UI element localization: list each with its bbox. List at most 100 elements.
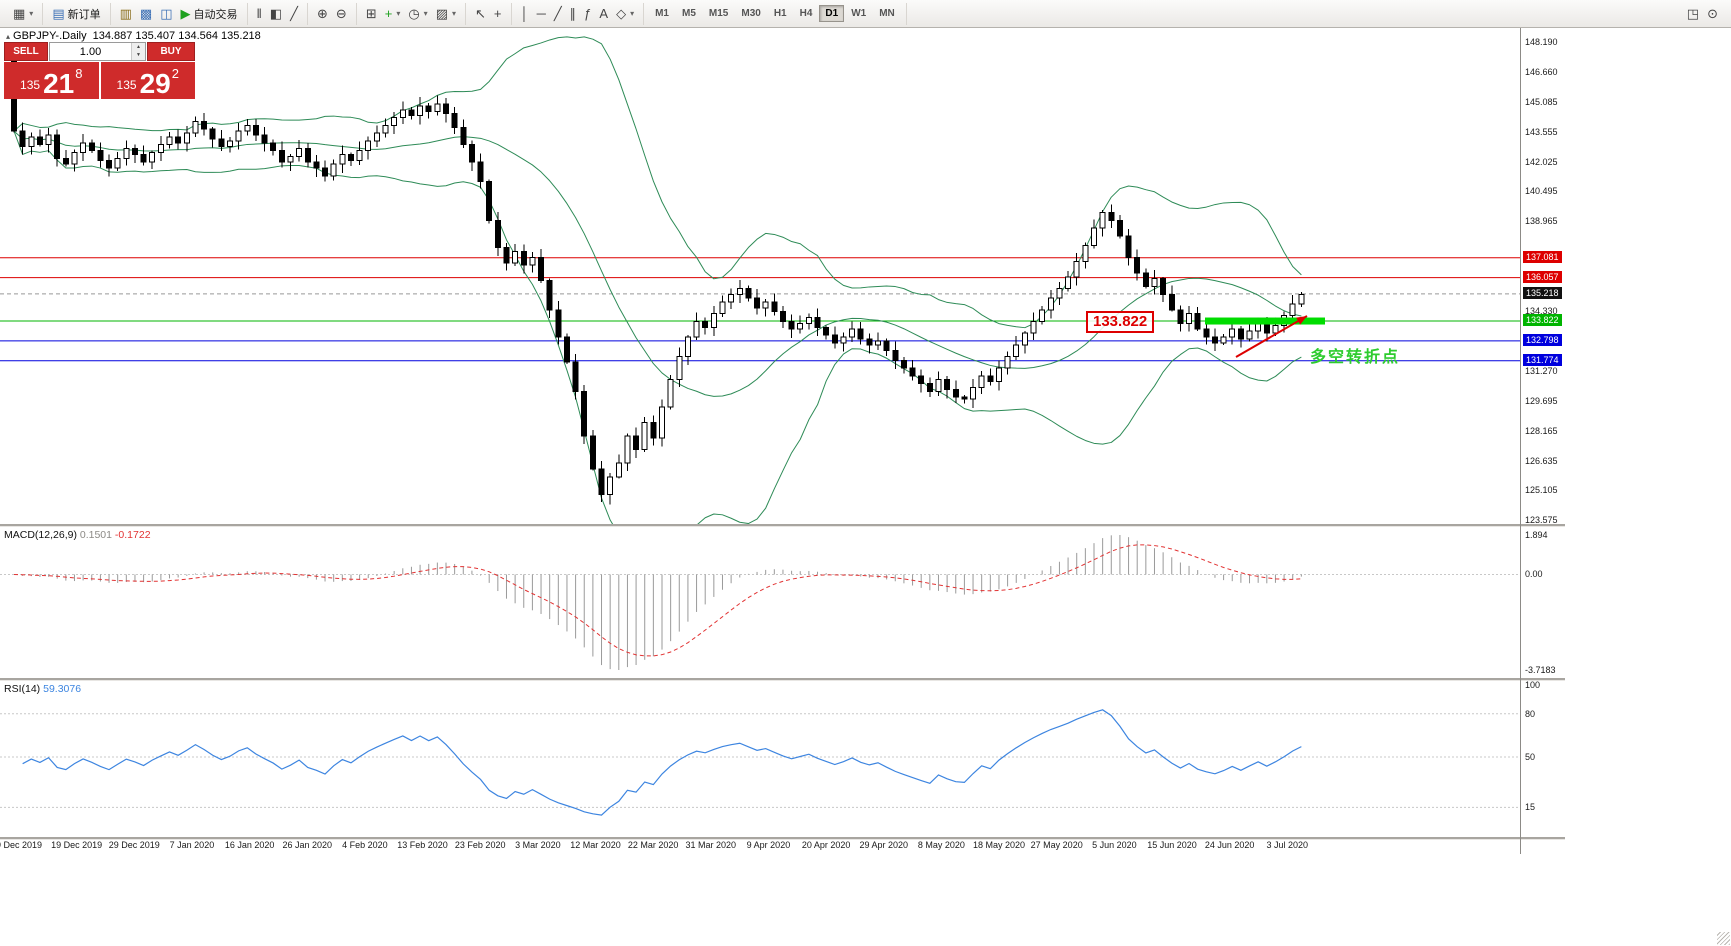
candle-body — [1220, 336, 1227, 344]
text-button[interactable]: A — [595, 4, 612, 24]
candle-body — [849, 328, 856, 338]
sell-price-big: 21 — [43, 67, 75, 99]
rsi-axis-tick: 15 — [1525, 802, 1536, 813]
candle-body — [831, 334, 838, 344]
candle-body — [1073, 260, 1080, 278]
fibonacci-button[interactable]: ƒ — [580, 4, 595, 24]
date-axis-label: 29 Apr 2020 — [859, 840, 909, 850]
rsi-axis-tick: 80 — [1525, 708, 1536, 719]
candle-body — [719, 301, 726, 315]
main-chart-pane[interactable] — [0, 28, 1520, 524]
candle-body — [641, 421, 648, 451]
rsi-axis[interactable]: 100 80 50 15 — [1521, 680, 1583, 837]
timeframe-m30-button[interactable]: M30 — [735, 5, 766, 22]
candle-body — [62, 157, 69, 165]
candle-body — [140, 153, 147, 163]
macd-pane[interactable]: MACD(12,26,9) 0.1501 -0.1722 — [0, 527, 1520, 678]
candle-body — [728, 293, 735, 303]
volume-down-button[interactable]: ▼ — [132, 51, 145, 60]
snapshot-button[interactable]: ◳ — [1683, 4, 1703, 24]
volume-box: ▲ ▼ — [49, 42, 146, 61]
crosshair-button[interactable]: + — [490, 4, 506, 24]
support-highlight-bar — [1205, 317, 1325, 325]
timeframe-d1-button[interactable]: D1 — [819, 5, 845, 22]
price-axis-tick: 146.660 — [1525, 66, 1558, 77]
sell-button[interactable]: SELL — [4, 42, 48, 61]
date-axis-label: 13 Feb 2020 — [397, 840, 448, 850]
indicators-button[interactable]: + ▾ — [381, 4, 405, 24]
chart-collapse-icon[interactable]: ▴ — [6, 32, 11, 41]
periods-button[interactable]: ◷ ▾ — [404, 4, 431, 24]
horizontal-line-icon: ─ — [536, 6, 546, 21]
price-axis-tick: 140.495 — [1525, 186, 1558, 197]
data-window-button[interactable]: ◫ — [156, 4, 176, 24]
caret-down-icon: ▾ — [29, 9, 34, 18]
timeframe-h1-button[interactable]: H1 — [768, 5, 793, 22]
candlestick-chart-button[interactable]: ◧ — [266, 4, 286, 24]
volume-input[interactable] — [50, 43, 131, 60]
candle-body — [201, 120, 208, 130]
price-axis-tick: 148.190 — [1525, 37, 1558, 47]
sell-price[interactable]: 135 21 8 — [4, 62, 99, 99]
resize-grip[interactable] — [1717, 932, 1730, 945]
timeframe-m1-button[interactable]: M1 — [649, 5, 675, 22]
candle-body — [857, 328, 864, 340]
templates-button[interactable]: ▨ ▾ — [432, 4, 460, 24]
search-button[interactable]: ⊙ — [1703, 4, 1722, 24]
timeframe-mn-button[interactable]: MN — [873, 5, 901, 22]
timeframe-m15-button[interactable]: M15 — [703, 5, 734, 22]
symbol-period-label: GBPJPY-.Daily — [13, 30, 87, 42]
zoom-in-button[interactable]: ⊕ — [313, 4, 332, 24]
candle-body — [399, 109, 406, 119]
candle-body — [80, 142, 87, 153]
timeframe-w1-button[interactable]: W1 — [845, 5, 872, 22]
candle-body — [322, 167, 329, 177]
equidistant-channel-button[interactable]: ∥ — [566, 4, 581, 24]
candle-body — [304, 148, 311, 163]
candle-body — [1142, 272, 1149, 287]
candle-body — [468, 144, 475, 163]
rsi-pane[interactable]: RSI(14) 59.3076 — [0, 681, 1520, 837]
autotrading-label: 自动交易 — [193, 8, 238, 21]
candle-body — [235, 130, 242, 142]
pane-splitter[interactable] — [0, 837, 1565, 840]
toolbar-group-chart-types: ‖ ◧ ╱ — [248, 2, 308, 25]
pane-splitter[interactable] — [0, 524, 1565, 527]
bollinger-upper-band — [13, 36, 1302, 329]
candle-body — [157, 144, 164, 153]
trendline-button[interactable]: ╱ — [550, 4, 566, 24]
candle-body — [88, 142, 95, 152]
charts-profile-button[interactable]: ▥ — [116, 4, 136, 24]
new-chart-button[interactable]: ▦ ▾ — [9, 4, 37, 24]
new-order-button[interactable]: ▤ 新订单 — [48, 4, 104, 24]
autotrading-button[interactable]: ▶ 自动交易 — [177, 4, 242, 24]
buy-price[interactable]: 135 29 2 — [100, 62, 195, 99]
macd-axis[interactable]: 1.894 0.00 -3.7183 — [1521, 527, 1583, 678]
market-watch-button[interactable]: ▩ — [136, 4, 156, 24]
candle-body — [512, 251, 519, 264]
date-axis-label: 9 Dec 2019 — [0, 840, 43, 850]
bar-chart-button[interactable]: ‖ — [253, 4, 266, 24]
date-axis-label: 24 Jun 2020 — [1204, 840, 1255, 850]
tile-windows-button[interactable]: ⊞ — [362, 4, 381, 24]
candle-body — [1091, 227, 1097, 247]
timeframe-m5-button[interactable]: M5 — [676, 5, 702, 22]
tile-windows-icon: ⊞ — [365, 6, 377, 21]
buy-button[interactable]: BUY — [147, 42, 195, 61]
vertical-line-button[interactable]: │ — [517, 4, 533, 24]
timeframe-h4-button[interactable]: H4 — [794, 5, 819, 22]
horizontal-line-button[interactable]: ─ — [533, 4, 550, 24]
volume-up-button[interactable]: ▲ — [132, 43, 145, 52]
candle-body — [676, 355, 683, 381]
macd-signal-line — [13, 544, 1302, 657]
zoom-out-button[interactable]: ⊖ — [332, 4, 351, 24]
cursor-button[interactable]: ↖ — [471, 4, 490, 24]
candle-body — [1151, 278, 1158, 287]
price-axis[interactable]: 148.190 146.660 145.085 143.555 142.025 140.4… — [1521, 28, 1583, 525]
equidistant-channel-icon: ∥ — [569, 6, 577, 21]
line-chart-button[interactable]: ╱ — [286, 4, 302, 24]
arrows-button[interactable]: ◇ ▾ — [612, 4, 638, 24]
time-axis[interactable]: 9 Dec 2019 19 Dec 2019 29 Dec 2019 7 Jan 20… — [0, 840, 1565, 854]
pane-splitter[interactable] — [0, 678, 1565, 681]
templates-icon: ▨ — [435, 6, 448, 21]
